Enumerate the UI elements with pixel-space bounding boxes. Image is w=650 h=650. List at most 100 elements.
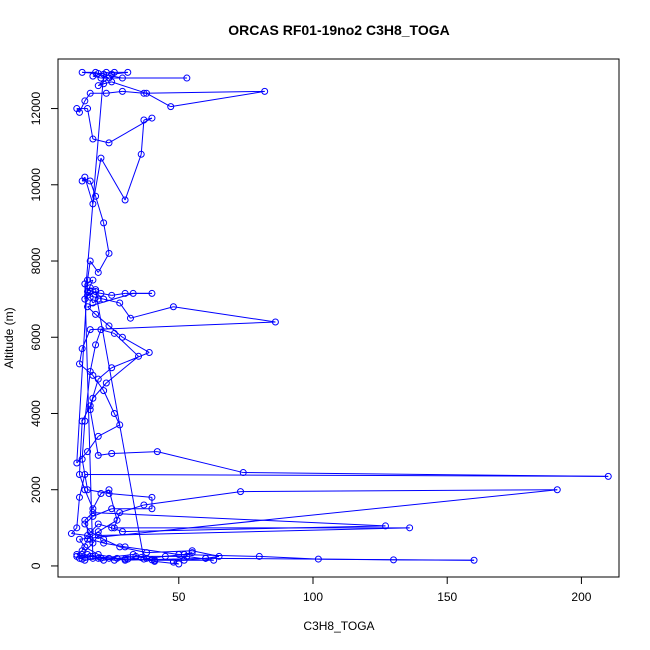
data-point <box>94 520 102 528</box>
data-point <box>148 505 156 513</box>
series-segment <box>84 283 94 559</box>
x-tick-label: 150 <box>437 590 457 604</box>
data-point <box>89 512 97 520</box>
series-segment <box>100 329 115 334</box>
series-segment <box>170 90 265 108</box>
data-point <box>89 505 97 513</box>
data-point <box>381 522 389 530</box>
data-point <box>94 531 102 539</box>
series-segment <box>89 344 97 372</box>
data-point <box>86 406 94 414</box>
series-segment <box>146 550 193 554</box>
data-point <box>100 556 108 564</box>
series-segment <box>114 558 128 561</box>
data-point <box>604 472 612 480</box>
data-point <box>108 450 116 458</box>
data-point <box>89 394 97 402</box>
series-segment <box>103 557 118 561</box>
data-point <box>100 535 108 543</box>
data-point <box>118 333 126 341</box>
series-segment <box>84 177 94 204</box>
data-point <box>100 70 108 78</box>
data-point <box>75 470 83 478</box>
data-point <box>129 289 137 297</box>
series-segment <box>108 493 152 498</box>
series-segment <box>103 542 126 548</box>
series-segment <box>111 292 126 296</box>
data-point <box>89 72 97 80</box>
series-segment <box>87 306 96 315</box>
data-point <box>94 268 102 276</box>
data-point <box>100 539 108 547</box>
series-segment <box>79 489 558 540</box>
data-point <box>86 402 94 410</box>
y-tick-label: 2000 <box>29 476 43 503</box>
data-point <box>116 299 124 307</box>
data-point <box>75 493 83 501</box>
series-segment <box>103 81 112 85</box>
data-point <box>215 552 223 560</box>
data-point <box>148 114 156 122</box>
x-tick-label: 50 <box>172 590 186 604</box>
data-point <box>102 89 110 97</box>
data-point <box>143 89 151 97</box>
data-point <box>97 326 105 334</box>
series-segment <box>92 75 102 79</box>
series-segment <box>84 74 105 300</box>
series-segment <box>125 546 179 556</box>
data-point <box>202 554 210 562</box>
series-segment <box>92 535 99 544</box>
data-point <box>78 68 86 76</box>
data-point <box>255 552 263 560</box>
data-point <box>121 289 129 297</box>
series-segment <box>92 158 102 204</box>
data-point <box>73 459 81 467</box>
series-segment <box>78 474 86 498</box>
data-point <box>105 249 113 257</box>
series-segment <box>97 77 110 87</box>
data-point <box>108 364 116 372</box>
data-point <box>314 555 322 563</box>
data-point <box>100 219 108 227</box>
x-tick-label: 100 <box>303 590 323 604</box>
data-point <box>67 530 75 538</box>
series-segment <box>154 560 179 565</box>
series-segment <box>76 497 80 528</box>
series-segment <box>140 119 145 155</box>
data-point <box>78 345 86 353</box>
series-segment <box>124 154 142 201</box>
data-point <box>105 322 113 330</box>
y-axis: 0 2000 4000 6000 8000 10000 12000 <box>29 92 59 569</box>
data-point <box>470 556 478 564</box>
data-point <box>81 556 89 564</box>
y-tick-label: 8000 <box>29 247 43 274</box>
data-point <box>167 103 175 111</box>
series-segment <box>157 451 244 474</box>
data-point <box>390 556 398 564</box>
series-segment <box>173 306 276 323</box>
data-point <box>97 154 105 162</box>
data-point <box>116 543 124 551</box>
series-segment <box>90 321 276 331</box>
data-point <box>81 520 89 528</box>
series-segment <box>95 329 102 346</box>
data-point <box>126 314 134 322</box>
data-point <box>73 552 81 560</box>
series-segment <box>114 333 139 357</box>
data-point <box>84 535 92 543</box>
data-point <box>188 547 196 555</box>
data-point <box>81 417 89 425</box>
series-segment <box>122 336 150 353</box>
series-segment <box>81 539 88 551</box>
data-point <box>124 68 132 76</box>
data-point <box>137 150 145 158</box>
series-segment <box>108 489 118 521</box>
data-point <box>94 528 102 536</box>
data-point <box>140 501 148 509</box>
data-point <box>84 486 92 494</box>
data-point <box>92 286 100 294</box>
data-point <box>86 293 94 301</box>
data-point <box>84 303 92 311</box>
chart-title: ORCAS RF01-19no2 C3H8_TOGA <box>228 22 449 38</box>
